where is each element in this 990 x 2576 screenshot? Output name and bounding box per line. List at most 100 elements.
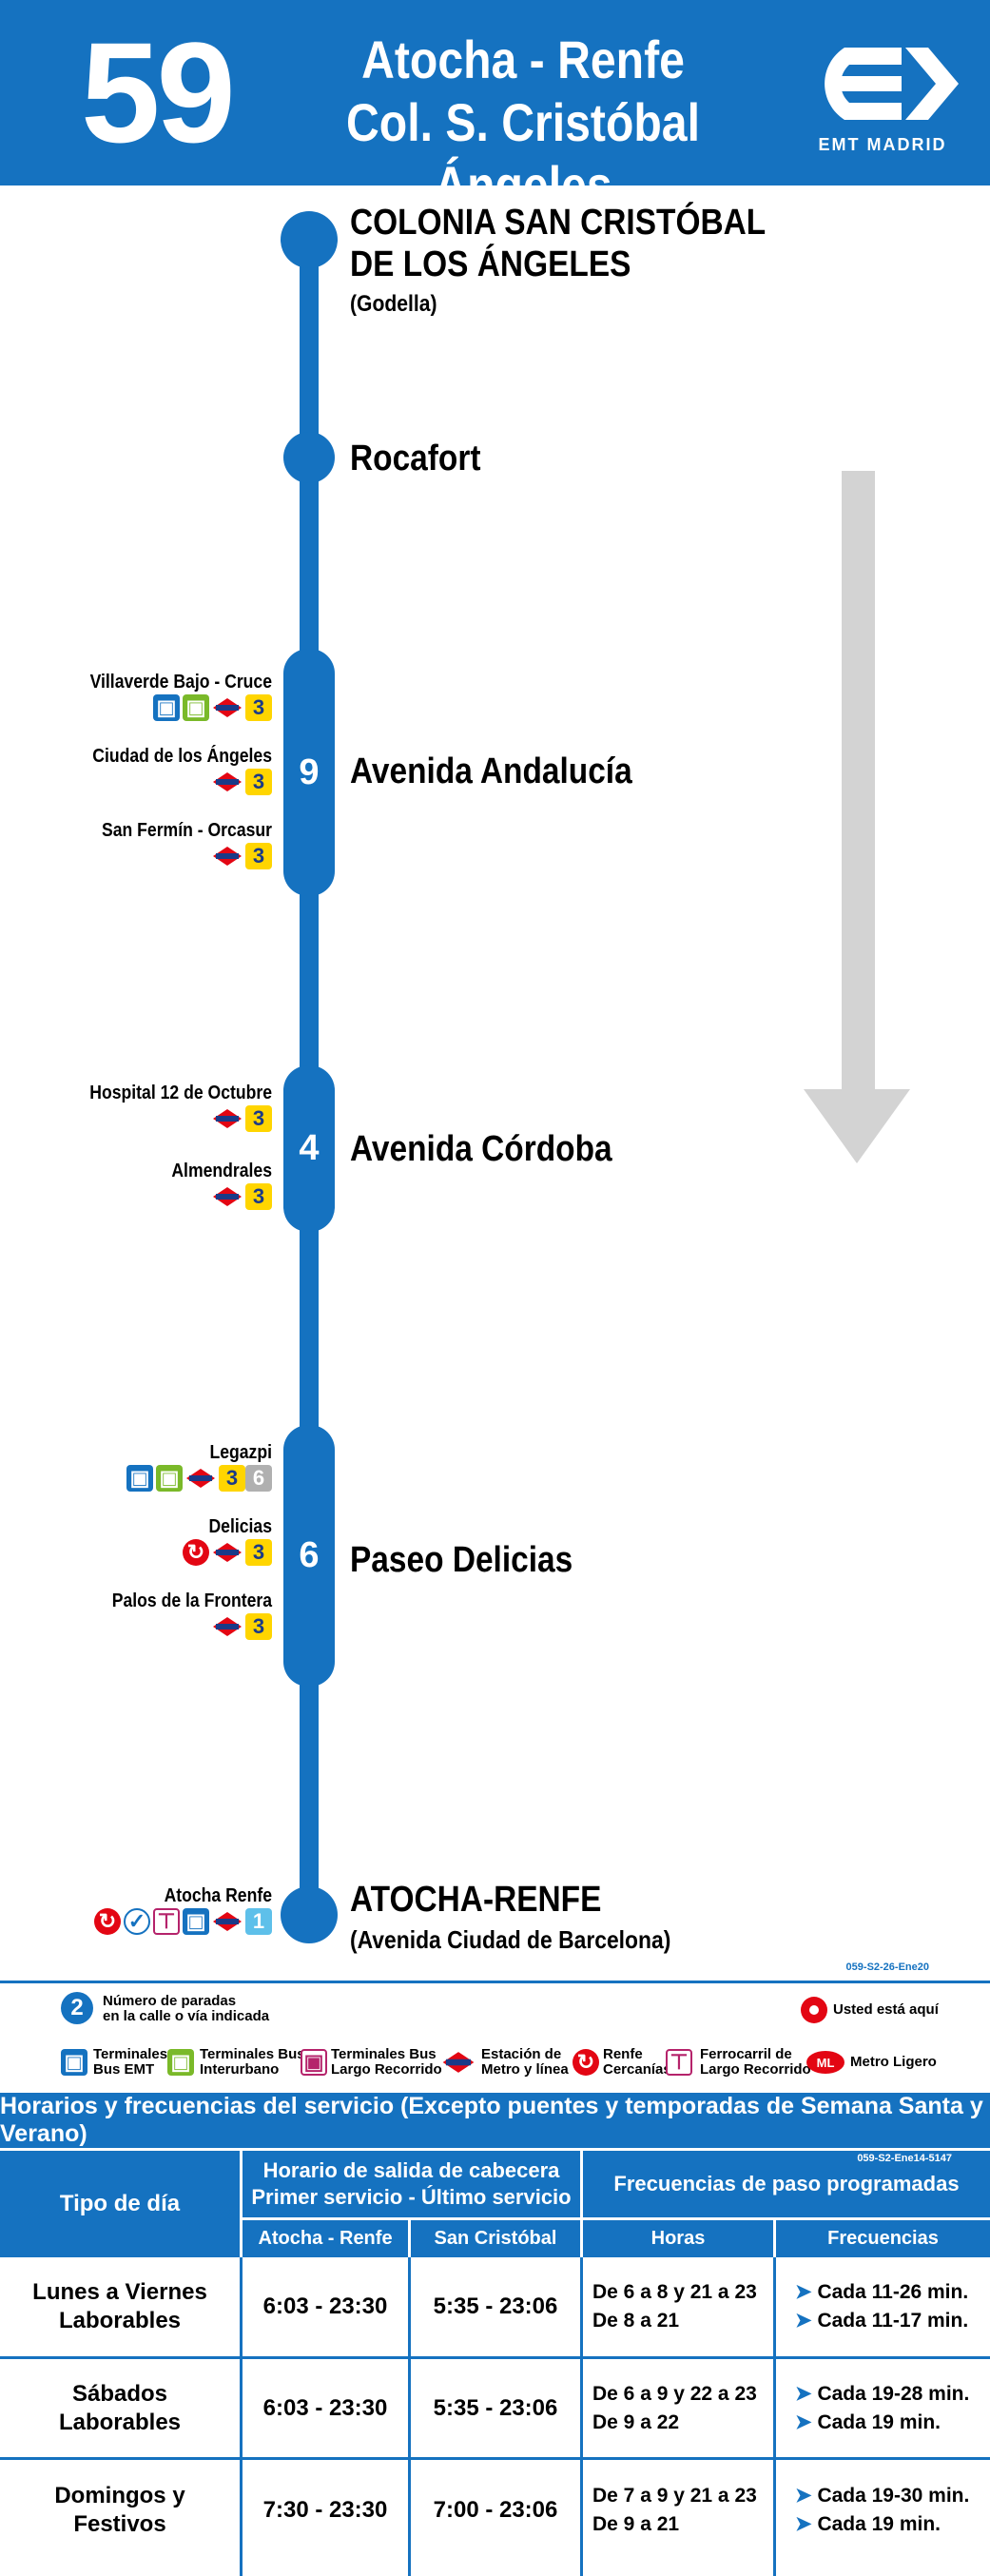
metro-icon — [213, 1109, 242, 1128]
header-divider — [243, 2217, 990, 2220]
route-endpoints: Atocha - Renfe Col. S. Cristóbal Ángeles — [294, 29, 752, 217]
transfer-palos: Palos de la Frontera 3 — [0, 1590, 272, 1641]
emt-logo: EMT MADRID — [806, 36, 959, 160]
stop-count: 6 — [299, 1535, 320, 1575]
freq-line: ➤ Cada 19 min. — [795, 2510, 941, 2539]
row-cristobal-time: 7:00 - 23:06 — [433, 2497, 558, 2523]
transfer-icons: ↻ ✓ ⊤ ▣ 1 — [0, 1907, 272, 1936]
title-divider — [0, 2148, 990, 2151]
terminal-stop-name: ATOCHA-RENFE — [350, 1880, 602, 1920]
bus-emt-icon: ▣ — [61, 2049, 87, 2076]
sub-hours-header: Horas — [583, 2220, 773, 2257]
sub-freq-header: Frecuencias — [776, 2220, 990, 2257]
long-distance-rail-icon: ⊤ — [153, 1908, 180, 1935]
transfer-hospital: Hospital 12 de Octubre 3 — [0, 1083, 272, 1133]
arrow-right-icon: ➤ — [795, 2382, 818, 2405]
route-number: 59 — [81, 12, 236, 172]
row-day-line: Sábados — [71, 2380, 168, 2407]
transfer-almendrales: Almendrales 3 — [0, 1161, 272, 1211]
route-origin: Atocha - Renfe — [361, 29, 685, 89]
metro-icon — [213, 1543, 242, 1562]
map-code: 059-S2-26-Ene20 — [845, 1961, 929, 1973]
transfer-label: Delicias — [208, 1516, 272, 1537]
header-vsep — [773, 2220, 776, 2257]
transfer-san-fermin: San Fermín - Orcasur 3 — [0, 820, 272, 870]
row-freq: ➤ Cada 19-30 min. ➤ Cada 19 min. — [776, 2460, 990, 2561]
long-distance-rail-icon: ⊤ — [666, 2049, 692, 2076]
schedule-title: Horarios y frecuencias del servicio (Exc… — [0, 2093, 990, 2148]
terminal-stop-marker — [281, 211, 338, 268]
freq-line: ➤ Cada 19 min. — [795, 2409, 941, 2437]
row-hours-line: De 7 a 9 y 21 a 23 — [592, 2485, 757, 2507]
renfe-cercanias-icon: ↻ — [94, 1908, 121, 1935]
stop-name-cordoba: Avenida Córdoba — [350, 1129, 612, 1169]
terminal-stop-marker — [281, 1886, 338, 1943]
route-destination: Col. S. Cristóbal Ángeles — [346, 92, 700, 215]
bus-interurban-icon: ▣ — [183, 694, 209, 721]
transfer-icons: 3 — [0, 842, 272, 870]
row-hours-line: De 6 a 8 y 21 a 23 — [592, 2281, 757, 2303]
transfer-villaverde: Villaverde Bajo - Cruce ▣ ▣ 3 — [0, 672, 272, 722]
row-atocha-time: 7:30 - 23:30 — [262, 2497, 388, 2523]
legend-line: Interurbano — [200, 2061, 280, 2078]
stop-marker — [283, 432, 335, 483]
transfer-icons: ▣ ▣ 3 — [0, 693, 272, 722]
table-vline — [773, 2257, 776, 2576]
stop-count-pill: 4 — [283, 1065, 335, 1232]
legend-line: Bus EMT — [93, 2061, 155, 2078]
emt-logo-icon — [825, 48, 959, 120]
terminal-stop-name-line2: DE LOS ÁNGELES — [350, 244, 631, 284]
freq-line: ➤ Cada 11-17 min. — [795, 2307, 968, 2335]
row-hours-line: De 9 a 22 — [592, 2410, 680, 2433]
row-day: Domingos y Festivos — [0, 2460, 240, 2561]
transfer-label: Hospital 12 de Octubre — [89, 1083, 272, 1103]
table-code: 059-S2-Ene14-5147 — [857, 2153, 952, 2164]
stop-count: 4 — [299, 1128, 320, 1168]
terminal-stop-subtitle: (Avenida Ciudad de Barcelona) — [350, 1925, 671, 1954]
terminal-stop-name-line1: COLONIA SAN CRISTÓBAL — [350, 203, 767, 243]
legend-line: Ferrocarril de — [700, 2046, 792, 2062]
renfe-cercanias-icon: ↻ — [573, 2049, 599, 2076]
you-are-here-icon — [801, 1997, 827, 2023]
transfer-icons: ↻ 3 — [0, 1538, 272, 1567]
row-freq: ➤ Cada 11-26 min. ➤ Cada 11-17 min. — [776, 2257, 990, 2356]
transfer-label: Almendrales — [171, 1161, 272, 1181]
freq-text: Cada 19 min. — [817, 2410, 941, 2433]
header-vsep — [580, 2151, 583, 2257]
col-hours-line: Primer servicio - Último servicio — [251, 2185, 572, 2209]
table-hline — [0, 2457, 990, 2460]
you-are-here-label: Usted está aquí — [833, 2001, 939, 2018]
row-day-line: Laborables — [58, 2409, 182, 2435]
row-hours-line: De 6 a 9 y 22 a 23 — [592, 2382, 757, 2405]
route-header: 59 Atocha - Renfe Col. S. Cristóbal Ánge… — [0, 0, 990, 215]
stop-name-rocafort: Rocafort — [350, 439, 481, 478]
row-cristobal-time: 5:35 - 23:06 — [433, 2293, 558, 2319]
row-atocha-time: 6:03 - 23:30 — [262, 2293, 388, 2319]
legend-renfe: Renfe Cercanías — [603, 2047, 671, 2078]
row-atocha-time: 6:03 - 23:30 — [262, 2394, 388, 2421]
transfer-label: Villaverde Bajo - Cruce — [89, 672, 272, 693]
table-hline — [0, 2356, 990, 2359]
metro-icon — [213, 1617, 242, 1636]
transfer-legazpi: Legazpi ▣ ▣ 3 6 — [0, 1442, 272, 1493]
legend-metro-ligero: Metro Ligero — [850, 2054, 937, 2070]
legend-line: Estación de — [481, 2046, 562, 2062]
row-cristobal-time: 5:35 - 23:06 — [433, 2394, 558, 2421]
stop-count-pill: 9 — [283, 649, 335, 896]
header-vsep — [240, 2151, 243, 2257]
metro-icon — [186, 1469, 215, 1488]
legend-line: Renfe — [603, 2046, 643, 2062]
row-hours-line: De 8 a 21 — [592, 2310, 680, 2332]
transfer-icons: 3 — [0, 1612, 272, 1641]
bus-emt-icon: ▣ — [126, 1465, 153, 1492]
bus-emt-icon: ▣ — [153, 694, 180, 721]
transfer-delicias: Delicias ↻ 3 — [0, 1516, 272, 1567]
row-hours: De 6 a 8 y 21 a 23 De 8 a 21 — [583, 2257, 773, 2356]
legend-bus-interurban: Terminales Bus Interurbano — [200, 2047, 305, 2078]
legend-line: Terminales Bus — [200, 2046, 305, 2062]
arrow-right-icon: ➤ — [795, 2410, 818, 2433]
sub-cristobal-header: San Cristóbal — [411, 2220, 580, 2257]
legend-line: Largo Recorrido — [700, 2061, 811, 2078]
row-freq: ➤ Cada 19-28 min. ➤ Cada 19 min. — [776, 2359, 990, 2457]
legend-line: en la calle o vía indicada — [103, 2008, 270, 2024]
